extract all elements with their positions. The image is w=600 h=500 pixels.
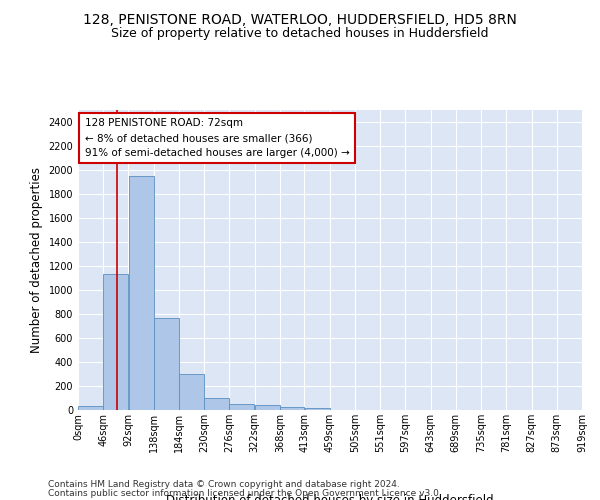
Bar xyxy=(78,406,103,410)
Bar xyxy=(229,404,254,410)
Text: Contains public sector information licensed under the Open Government Licence v3: Contains public sector information licen… xyxy=(48,488,442,498)
Bar xyxy=(154,318,179,410)
Bar xyxy=(179,374,204,410)
Bar xyxy=(204,398,229,410)
Y-axis label: Number of detached properties: Number of detached properties xyxy=(30,167,43,353)
Text: Contains HM Land Registry data © Crown copyright and database right 2024.: Contains HM Land Registry data © Crown c… xyxy=(48,480,400,489)
X-axis label: Distribution of detached houses by size in Huddersfield: Distribution of detached houses by size … xyxy=(166,494,494,500)
Bar xyxy=(103,274,128,410)
Text: Size of property relative to detached houses in Huddersfield: Size of property relative to detached ho… xyxy=(111,28,489,40)
Bar xyxy=(280,407,304,410)
Text: 128, PENISTONE ROAD, WATERLOO, HUDDERSFIELD, HD5 8RN: 128, PENISTONE ROAD, WATERLOO, HUDDERSFI… xyxy=(83,12,517,26)
Bar xyxy=(305,408,329,410)
Bar xyxy=(128,176,154,410)
Text: 128 PENISTONE ROAD: 72sqm
← 8% of detached houses are smaller (366)
91% of semi-: 128 PENISTONE ROAD: 72sqm ← 8% of detach… xyxy=(85,118,349,158)
Bar xyxy=(255,405,280,410)
